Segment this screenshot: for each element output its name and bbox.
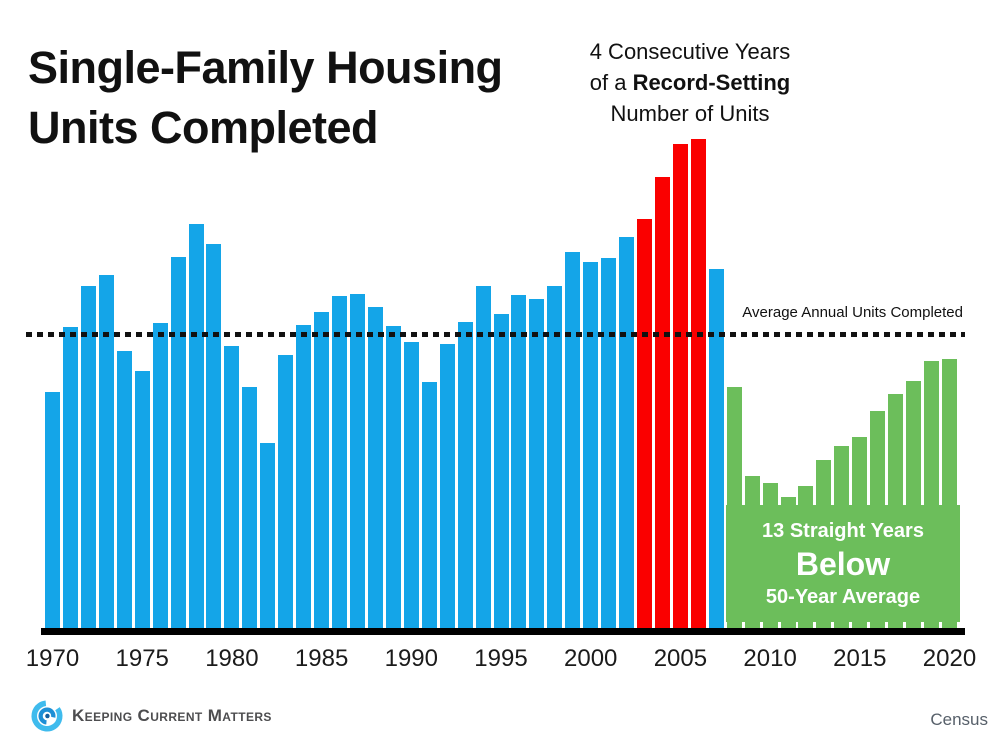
record-annotation: 4 Consecutive Years of a Record-Setting … [545, 36, 835, 129]
bar-1990 [403, 342, 419, 632]
bar-1994 [475, 286, 491, 632]
average-dotted-line [26, 332, 965, 337]
bar-2002 [619, 237, 635, 632]
record-annotation-line2: of a Record-Setting [589, 70, 791, 95]
bar-2006 [690, 139, 706, 632]
x-tick-2020: 2020 [922, 645, 977, 672]
bar-1972 [80, 286, 96, 632]
brand-name: Keeping Current Matters [72, 706, 272, 725]
bar-1992 [439, 344, 455, 632]
bar-1979 [206, 244, 222, 632]
x-tick-1975: 1975 [115, 645, 169, 672]
x-tick-2015: 2015 [833, 645, 887, 672]
bar-1978 [188, 224, 204, 632]
bar-1981 [242, 387, 258, 632]
bar-1982 [260, 443, 276, 632]
x-tick-2010: 2010 [743, 645, 797, 672]
bar-1975 [134, 371, 150, 632]
bar-1996 [511, 295, 527, 632]
bar-2001 [601, 258, 617, 632]
bar-2005 [672, 144, 688, 632]
callout-line1: 13 Straight Years [762, 519, 924, 542]
bar-2000 [583, 262, 599, 632]
bar-1970 [45, 392, 60, 632]
bar-1986 [332, 296, 348, 632]
below-average-callout: 13 Straight Years Below 50-Year Average [726, 505, 960, 622]
callout-line2: Below [795, 545, 891, 582]
x-tick-1990: 1990 [384, 645, 438, 672]
bar-1989 [385, 326, 401, 632]
bar-1977 [170, 257, 186, 632]
bar-1983 [278, 355, 294, 632]
record-annotation-line3: Number of Units [610, 101, 770, 126]
bar-2007 [708, 269, 724, 632]
bar-1995 [493, 314, 509, 632]
bar-1988 [367, 307, 383, 632]
record-annotation-line1: 4 Consecutive Years [589, 39, 791, 64]
bar-1976 [152, 323, 168, 632]
x-tick-1970: 1970 [25, 645, 80, 672]
bar-1973 [98, 275, 114, 632]
x-tick-1985: 1985 [294, 645, 349, 672]
bar-1974 [116, 351, 132, 632]
kcm-swirl-icon [31, 700, 63, 732]
x-tick-1995: 1995 [474, 645, 528, 672]
average-line-label: Average Annual Units Completed [742, 304, 963, 321]
bar-1991 [421, 382, 437, 632]
bar-1984 [296, 325, 312, 632]
bar-1987 [349, 294, 365, 632]
x-tick-1980: 1980 [205, 645, 259, 672]
brand-logo: Keeping Current Matters [30, 699, 272, 733]
x-tick-2000: 2000 [563, 645, 618, 672]
bar-1980 [224, 346, 240, 632]
x-tick-2005: 2005 [653, 645, 708, 672]
callout-line3: 50-Year Average [765, 585, 921, 608]
bar-1971 [62, 327, 78, 632]
page-title: Single-Family Housing Units Completed [28, 42, 503, 153]
bar-1993 [457, 322, 473, 632]
bar-1998 [547, 286, 563, 632]
bar-1985 [314, 312, 330, 632]
bar-1999 [565, 252, 581, 632]
x-axis-line [41, 628, 965, 635]
bar-1997 [529, 299, 545, 632]
bar-2004 [654, 177, 670, 632]
bar-2003 [637, 219, 653, 632]
source-label: Census [930, 710, 988, 729]
